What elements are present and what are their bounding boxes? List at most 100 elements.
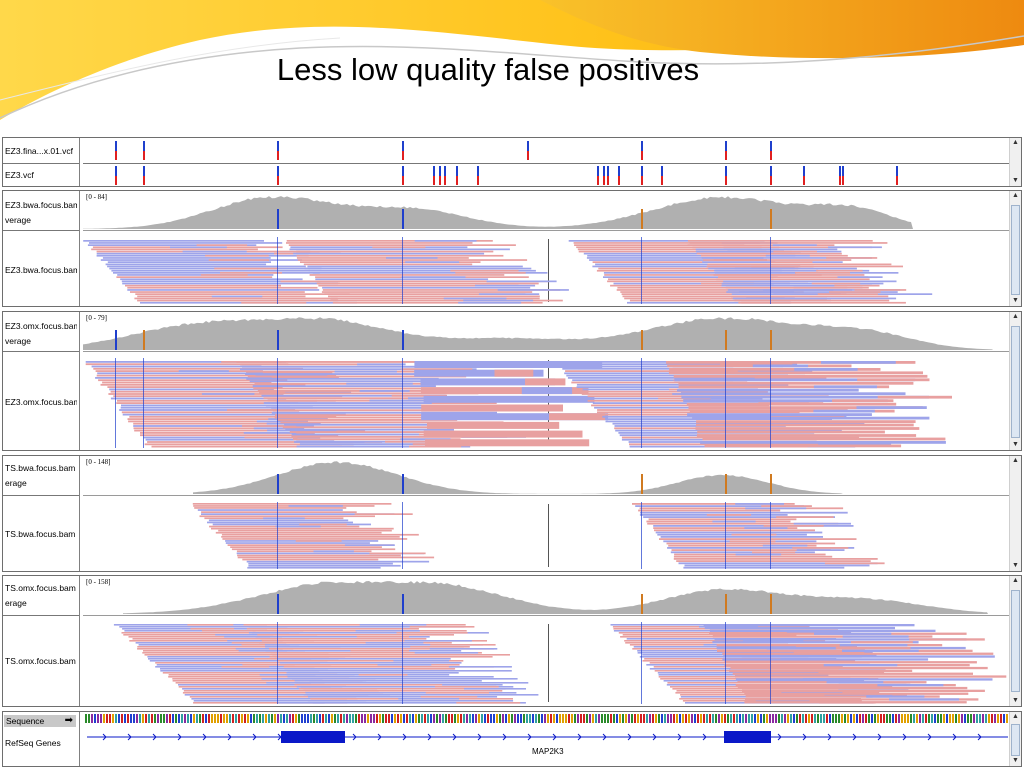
aligned-read (287, 676, 494, 678)
gene-name-label: MAP2K3 (532, 747, 564, 756)
variant-tick (607, 166, 609, 176)
vcf-scrollbar[interactable]: ▲ ▼ (1009, 138, 1021, 186)
aligned-read (659, 538, 857, 540)
scroll-thumb[interactable] (1011, 724, 1020, 756)
ez3-bwa-scrollbar[interactable]: ▲ ▼ (1009, 191, 1021, 306)
coverage-track-label[interactable]: TS.omx.focus.bam erage (5, 583, 76, 608)
scroll-down-icon[interactable]: ▼ (1012, 297, 1019, 304)
strand-chevron (577, 733, 582, 741)
sequence-base (280, 714, 282, 723)
aligned-read (128, 636, 283, 638)
vcf-data-area[interactable] (83, 138, 1009, 186)
sequence-base (976, 714, 978, 723)
aligned-read (420, 696, 478, 698)
aligned-read (162, 672, 338, 674)
sequence-base (193, 714, 195, 723)
scroll-down-icon[interactable]: ▼ (1012, 697, 1019, 704)
ez3-bwa-data-area[interactable]: [0 - 84] (83, 191, 1009, 306)
sequence-base (916, 714, 918, 723)
reference-scrollbar[interactable]: ▲ ▼ (1009, 712, 1021, 766)
coverage-track-label[interactable]: EZ3.omx.focus.bam verage (5, 321, 77, 346)
sequence-base (688, 714, 690, 723)
scroll-thumb[interactable] (1011, 590, 1020, 692)
aligned-read (122, 413, 346, 416)
coverage-variant-mark (770, 594, 772, 614)
aligned-read (247, 375, 467, 378)
sequence-base (217, 714, 219, 723)
aligned-read (295, 540, 342, 542)
sequence-base (505, 714, 507, 723)
alignment-track-label[interactable]: TS.bwa.focus.bam (5, 529, 76, 539)
sequence-base (841, 714, 843, 723)
ts-bwa-scrollbar[interactable]: ▲ ▼ (1009, 456, 1021, 571)
aligned-read (714, 638, 967, 641)
sequence-base (199, 714, 201, 723)
aligned-read (707, 263, 892, 266)
sequence-base (262, 714, 264, 723)
scroll-up-icon[interactable]: ▲ (1012, 713, 1019, 720)
vcf2-track-label[interactable]: EZ3.vcf (5, 170, 34, 180)
alignment-track-label[interactable]: EZ3.bwa.focus.bam (5, 265, 77, 275)
sequence-base (565, 714, 567, 723)
sequence-track-label[interactable]: Sequence ➡ (4, 715, 76, 727)
aligned-read (744, 527, 788, 529)
scroll-thumb[interactable] (1011, 205, 1020, 295)
aligned-read (689, 409, 895, 413)
sequence-base (406, 714, 408, 723)
aligned-read (273, 409, 467, 412)
scroll-thumb[interactable] (1011, 326, 1020, 438)
aligned-read (889, 698, 960, 701)
variant-tick (456, 166, 458, 176)
alignment-track-label[interactable]: TS.omx.focus.bam (5, 656, 76, 666)
aligned-read (321, 291, 533, 293)
reference-data-area[interactable]: MAP2K3 (83, 712, 1009, 766)
aligned-read (350, 650, 410, 652)
aligned-read (313, 550, 354, 553)
aligned-read (201, 513, 395, 515)
scroll-down-icon[interactable]: ▼ (1012, 177, 1019, 184)
sequence-base (604, 714, 606, 723)
alignment-track-label[interactable]: EZ3.omx.focus.bam (5, 397, 77, 407)
aligned-read (448, 666, 512, 668)
sequence-base (616, 714, 618, 723)
scroll-up-icon[interactable]: ▲ (1012, 313, 1019, 320)
ez3-omx-data-area[interactable]: [0 - 79] (83, 312, 1009, 450)
scroll-down-icon[interactable]: ▼ (1012, 562, 1019, 569)
aligned-read (718, 276, 869, 278)
aligned-read (253, 427, 305, 430)
aligned-read (677, 388, 859, 392)
aligned-read (97, 372, 329, 375)
scroll-down-icon[interactable]: ▼ (1012, 757, 1019, 764)
scroll-up-icon[interactable]: ▲ (1012, 457, 1019, 464)
ts-omx-data-area[interactable]: [0 - 158] (83, 576, 1009, 706)
scroll-up-icon[interactable]: ▲ (1012, 139, 1019, 146)
aligned-read (598, 267, 799, 270)
sequence-base (265, 714, 267, 723)
aligned-read (735, 684, 956, 687)
coverage-track-label[interactable]: EZ3.bwa.focus.bam verage (5, 200, 77, 225)
strand-arrow-icon[interactable]: ➡ (64, 715, 73, 726)
aligned-read (587, 254, 796, 257)
sequence-base (223, 714, 225, 723)
ts-omx-scrollbar[interactable]: ▲ ▼ (1009, 576, 1021, 706)
coverage-track-label[interactable]: TS.bwa.focus.bam erage (5, 463, 76, 488)
vcf1-track-label[interactable]: EZ3.fina...x.01.vcf (5, 146, 74, 156)
aligned-read (703, 259, 852, 261)
scroll-down-icon[interactable]: ▼ (1012, 441, 1019, 448)
sequence-base (853, 714, 855, 723)
sequence-base (862, 714, 864, 723)
scroll-up-icon[interactable]: ▲ (1012, 192, 1019, 199)
aligned-read (215, 531, 382, 534)
sequence-base (832, 714, 834, 723)
scroll-up-icon[interactable]: ▲ (1012, 577, 1019, 584)
aligned-read (369, 399, 431, 402)
sequence-base (694, 714, 696, 723)
variant-tick (115, 176, 117, 185)
aligned-read (455, 272, 526, 274)
aligned-read (409, 626, 475, 628)
refseq-track-label[interactable]: RefSeq Genes (5, 738, 61, 748)
region-divider (548, 360, 549, 446)
ez3-omx-scrollbar[interactable]: ▲ ▼ (1009, 312, 1021, 450)
aligned-read (280, 421, 504, 424)
ts-bwa-data-area[interactable]: [0 - 148] (83, 456, 1009, 571)
